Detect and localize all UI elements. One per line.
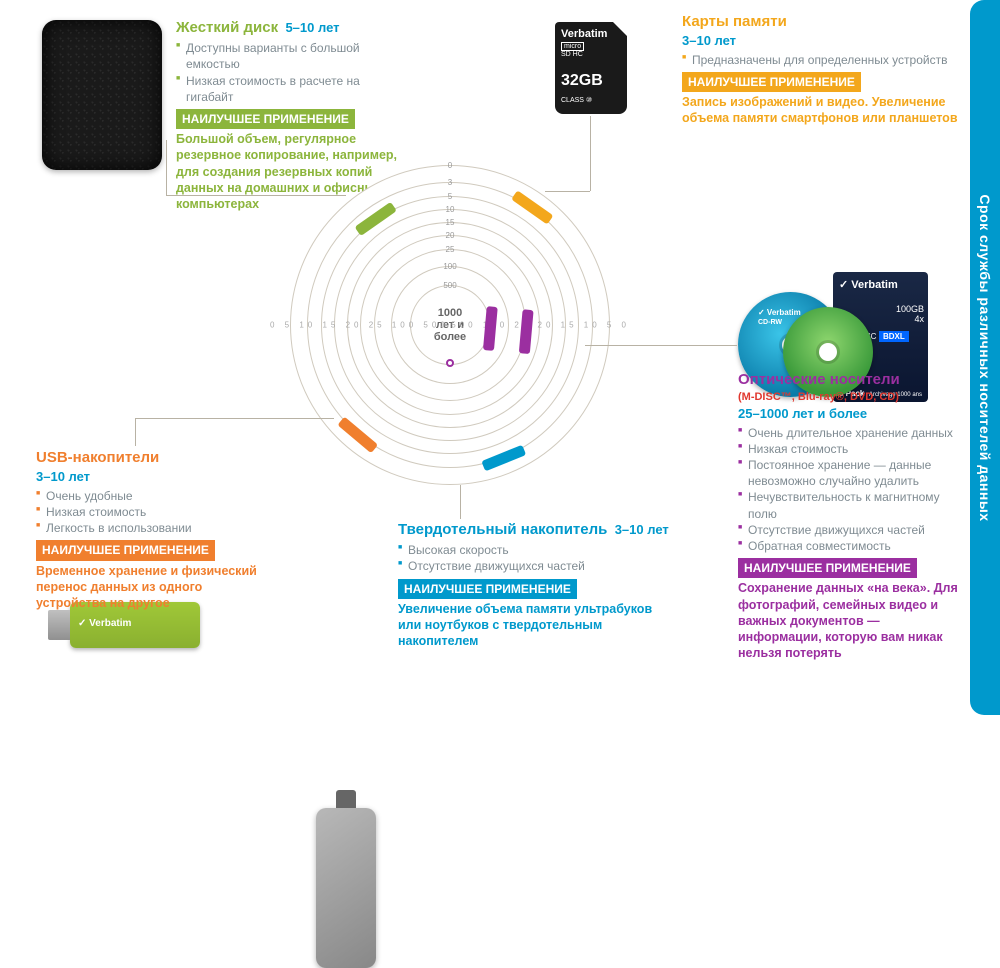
usb-badge: НАИЛУЧШЕЕ ПРИМЕНЕНИЕ [36, 540, 215, 560]
hdd-image [42, 20, 162, 170]
list-item: Нечувствительность к магнитному полю [738, 489, 966, 521]
optical-sub: 25–1000 лет и более [738, 405, 966, 423]
sd-block: Карты памяти 3–10 лет Предназначены для … [682, 12, 962, 127]
list-item: Очень длительное хранение данных [738, 425, 966, 441]
hdd-badge: НАИЛУЧШЕЕ ПРИМЕНЕНИЕ [176, 109, 355, 129]
leader-line [590, 116, 591, 191]
sidebar-title: Срок службы различных носителей данных [977, 194, 993, 521]
sd-tag1: micro [561, 42, 584, 51]
hdd-title: Жесткий диск [176, 19, 278, 36]
mbox-cap1: 100GB [896, 304, 924, 314]
usb-title: USB-накопители [36, 448, 261, 468]
sd-sub: 3–10 лет [682, 32, 962, 50]
leader-line [545, 191, 590, 192]
sidebar: Срок службы различных носителей данных [970, 0, 1000, 715]
optical-desc: Сохранение данных «на века». Для фотогра… [738, 580, 966, 661]
mbox-bdxl: BDXL [879, 331, 909, 342]
leader-line [166, 140, 167, 195]
ssd-bullets: Высокая скорость Отсутствие движущихся ч… [398, 542, 678, 574]
sd-cap: 32GB [561, 72, 621, 90]
optical-title: Оптические носители [738, 370, 966, 390]
sdcard-image: Verbatim micro SD HC 32GB CLASS ⑩ [555, 22, 627, 114]
usb-sub: 3–10 лет [36, 468, 261, 486]
leader-line [460, 485, 461, 519]
list-item: Обратная совместимость [738, 538, 966, 554]
ssd-sub: 3–10 лет [615, 522, 669, 537]
leader-line [585, 345, 737, 346]
usb-desc: Временное хранение и физический перенос … [36, 563, 261, 612]
mbox-cap2: 4x [914, 314, 924, 324]
optical-badge: НАИЛУЧШЕЕ ПРИМЕНЕНИЕ [738, 558, 917, 578]
sd-tag2: SD HC [561, 51, 621, 58]
usb-block: USB-накопители 3–10 лет Очень удобные Ни… [36, 448, 261, 611]
sd-desc: Запись изображений и видео. Увеличение о… [682, 94, 962, 127]
hdd-bullets: Доступны варианты с большой емкостью Низ… [176, 40, 406, 105]
sd-brand: Verbatim [561, 28, 621, 40]
list-item: Очень удобные [36, 488, 261, 504]
list-item: Высокая скорость [398, 542, 678, 558]
ssd-title: Твердотельный накопитель [398, 521, 607, 538]
ssd-image [316, 808, 376, 968]
sd-title: Карты памяти [682, 12, 962, 32]
list-item: Низкая стоимость [36, 504, 261, 520]
list-item: Отсутствие движущихся частей [738, 522, 966, 538]
list-item: Низкая стоимость [738, 441, 966, 457]
list-item: Предназначены для определенных устройств [682, 52, 962, 68]
sd-class: CLASS ⑩ [561, 96, 621, 104]
ssd-block: Твердотельный накопитель 3–10 лет Высока… [398, 520, 678, 650]
optical-block: Оптические носители (M-DISC™, Blu-ray®, … [738, 370, 966, 662]
list-item: Низкая стоимость в расчете на гигабайт [176, 73, 406, 105]
radial-chart: 035101520251005001000лет иболее0 5 10 15… [280, 155, 620, 495]
optical-bullets: Очень длительное хранение данных Низкая … [738, 425, 966, 555]
hdd-sub: 5–10 лет [285, 20, 339, 35]
leader-line [135, 418, 136, 446]
ssd-desc: Увеличение объема памяти ультрабуков или… [398, 601, 678, 650]
usb-bullets: Очень удобные Низкая стоимость Легкость … [36, 488, 261, 537]
list-item: Постоянное хранение — данные невозможно … [738, 457, 966, 489]
sd-badge: НАИЛУЧШЕЕ ПРИМЕНЕНИЕ [682, 72, 861, 92]
leader-line [166, 195, 346, 196]
optical-sub2: (M-DISC™, Blu-ray®, DVD, CD) [738, 390, 966, 405]
list-item: Легкость в использовании [36, 520, 261, 536]
leader-line [135, 418, 334, 419]
list-item: Доступны варианты с большой емкостью [176, 40, 406, 72]
list-item: Отсутствие движущихся частей [398, 558, 678, 574]
sd-bullets: Предназначены для определенных устройств [682, 52, 962, 68]
mbox-brand: ✓ Verbatim [839, 278, 922, 291]
ssd-badge: НАИЛУЧШЕЕ ПРИМЕНЕНИЕ [398, 579, 577, 599]
